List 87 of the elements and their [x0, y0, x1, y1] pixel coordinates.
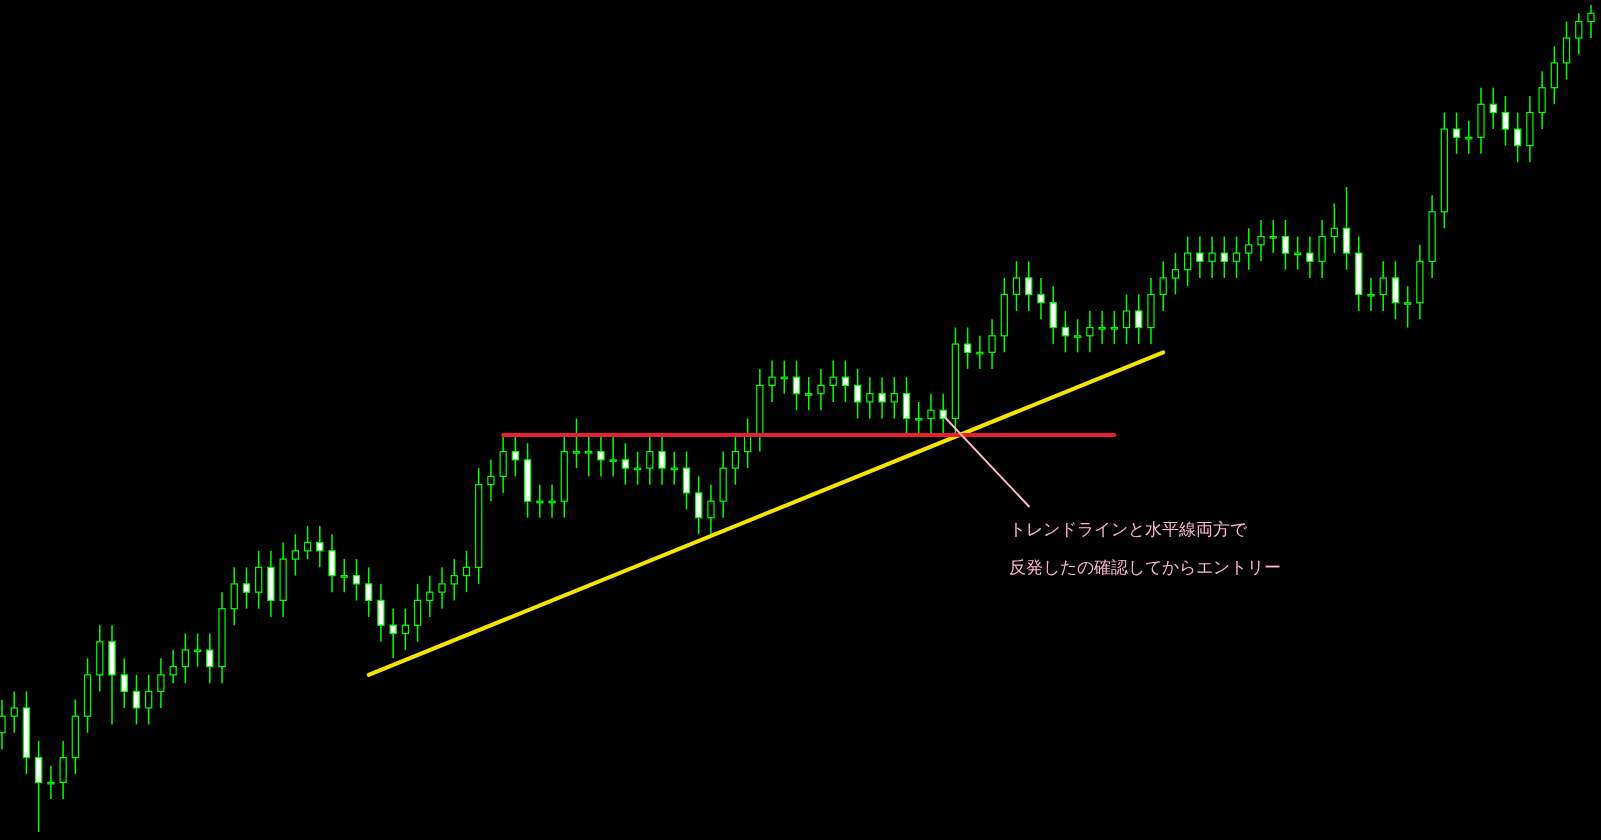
- candlestick: [1367, 277, 1375, 312]
- candlestick: [1135, 293, 1143, 345]
- candlestick: [621, 442, 630, 486]
- candlestick: [731, 434, 740, 486]
- candlestick: [1208, 235, 1216, 279]
- candlestick: [1330, 202, 1338, 254]
- candlestick: [1489, 86, 1497, 130]
- candlestick: [1037, 277, 1045, 321]
- candlestick: [1379, 260, 1387, 312]
- candlestick: [181, 632, 189, 684]
- candlestick: [1098, 310, 1106, 345]
- candlestick: [915, 401, 923, 436]
- candlestick: [768, 359, 776, 403]
- candlestick: [462, 550, 471, 593]
- candlestick: [389, 607, 397, 660]
- annotation: トレンドラインと水平線両方で: [1009, 519, 1249, 540]
- candlestick: [303, 525, 312, 560]
- candlestick: [988, 318, 996, 370]
- candlestick: [206, 632, 214, 684]
- candlestick: [47, 765, 55, 800]
- candlestick: [829, 359, 837, 403]
- candlestick: [817, 368, 825, 411]
- candlestick: [1404, 285, 1412, 329]
- candlestick: [707, 483, 715, 536]
- candlestick: [426, 574, 434, 618]
- candlestick: [365, 566, 373, 618]
- candlestick: [157, 657, 165, 709]
- candlestick: [939, 392, 947, 436]
- candlestick: [169, 649, 177, 684]
- candlestick: [132, 674, 141, 726]
- candlestick: [438, 566, 446, 610]
- candlestick: [1281, 219, 1290, 271]
- candlestick: [853, 368, 862, 420]
- candlestick: [291, 533, 300, 577]
- candlestick: [1061, 310, 1070, 354]
- candlestick: [1293, 235, 1302, 271]
- candlestick: [572, 417, 581, 469]
- candlestick: [646, 434, 654, 486]
- candlestick: [1220, 235, 1228, 279]
- candlestick: [1110, 310, 1118, 345]
- candlestick: [609, 434, 617, 478]
- candlestick: [1306, 235, 1314, 279]
- candlestick: [633, 450, 642, 486]
- candlestick: [1012, 260, 1021, 312]
- candlestick: [1501, 95, 1510, 147]
- candlestick: [193, 632, 202, 668]
- candlestick: [1196, 235, 1204, 279]
- candlestick: [597, 434, 605, 478]
- candlestick: [120, 657, 128, 709]
- candlestick: [1575, 12, 1583, 56]
- candlestick: [242, 566, 251, 610]
- candlestick: [805, 376, 813, 411]
- candlestick: [352, 558, 361, 602]
- candlestick: [866, 376, 874, 420]
- candlestick: [1171, 252, 1180, 296]
- candlestick: [1587, 4, 1595, 39]
- candlestick: [927, 392, 935, 436]
- candlestick: [487, 459, 495, 502]
- candlestick: [1183, 235, 1192, 287]
- candlestick: [1073, 318, 1082, 354]
- candlestick: [1257, 219, 1265, 263]
- candlestick: [1232, 235, 1241, 279]
- candlestick: [511, 434, 520, 478]
- candlestick: [145, 674, 153, 726]
- candlestick: [658, 434, 666, 486]
- candlestick: [1269, 219, 1277, 254]
- candlestick: [1122, 293, 1131, 345]
- candlestick: [1159, 260, 1167, 312]
- candlestick: [0, 698, 6, 751]
- candlestick: [1245, 227, 1253, 271]
- candlestick: [1025, 260, 1033, 312]
- candlestick: [670, 450, 678, 486]
- candlestick: [963, 326, 972, 370]
- candlestick: [340, 558, 348, 593]
- candlestick: [841, 359, 850, 403]
- candlestick: [316, 525, 324, 569]
- candlestick: [1514, 111, 1522, 163]
- candlestick: [401, 607, 410, 651]
- candlestick: [585, 434, 593, 478]
- candlestick: [878, 376, 886, 420]
- annotation: 反発したの確認してからエントリー: [1009, 557, 1282, 578]
- candlestick: [1086, 310, 1094, 354]
- candlestick: [10, 690, 18, 734]
- candlestick: [1452, 111, 1461, 155]
- candlestick: [890, 376, 898, 420]
- candlestick: [450, 558, 458, 602]
- candlestick: [792, 359, 801, 411]
